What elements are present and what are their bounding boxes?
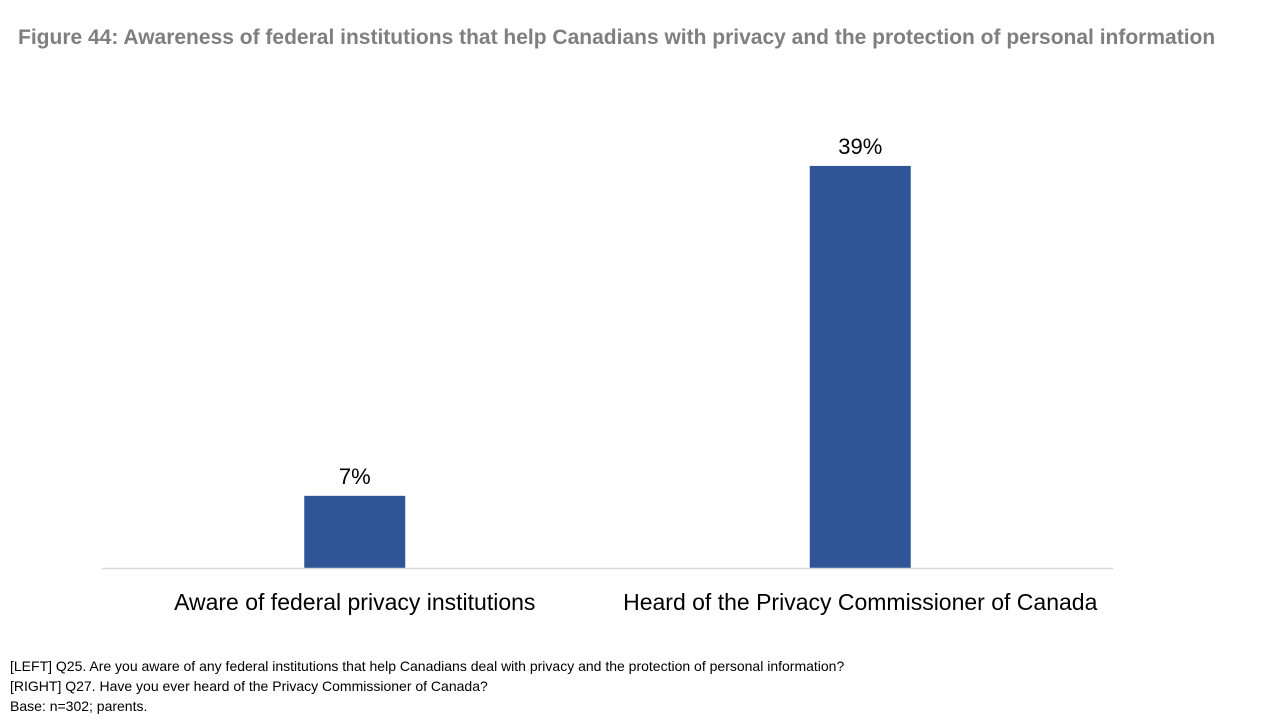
data-label-1: 7%	[339, 464, 371, 489]
bar-2	[809, 165, 911, 568]
x-tick-label-2: Heard of the Privacy Commissioner of Can…	[623, 589, 1097, 615]
data-label-2: 39%	[838, 134, 882, 159]
footnote-left-question: [LEFT] Q25. Are you aware of any federal…	[10, 658, 845, 674]
footnote-right-question: [RIGHT] Q27. Have you ever heard of the …	[10, 678, 488, 694]
footnotes: [LEFT] Q25. Are you aware of any federal…	[10, 656, 844, 716]
chart-title: Figure 44: Awareness of federal institut…	[18, 26, 1216, 49]
footnote-base: Base: n=302; parents.	[10, 698, 148, 714]
bar-1	[304, 495, 406, 568]
x-tick-label-1: Aware of federal privacy institutions	[174, 589, 535, 615]
